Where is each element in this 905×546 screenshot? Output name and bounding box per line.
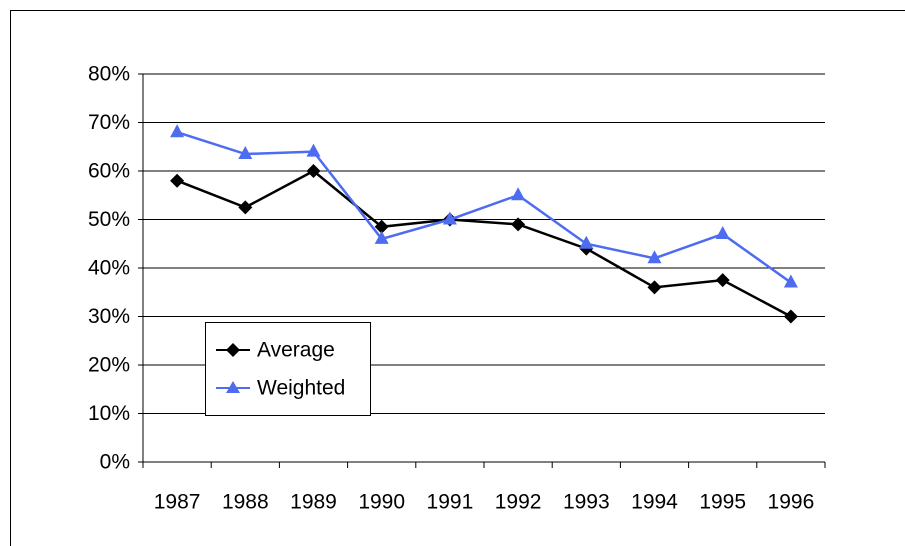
legend-label: Average (257, 339, 335, 362)
point (170, 124, 185, 138)
point (783, 309, 798, 324)
x-tick-label: 1987 (154, 491, 201, 514)
point (511, 187, 526, 201)
point (647, 250, 662, 264)
y-tick-label: 20% (88, 354, 130, 377)
legend-box (205, 322, 371, 416)
chart-frame (10, 10, 905, 546)
x-tick-label: 1993 (563, 491, 610, 514)
point (783, 274, 798, 288)
series-line (176, 131, 792, 284)
x-tick-label: 1991 (427, 491, 474, 514)
legend-marker (226, 381, 240, 393)
legend-label: Weighted (257, 377, 345, 400)
legend: Average Weighted (205, 322, 371, 416)
point (511, 217, 526, 232)
y-tick-label: 50% (88, 208, 130, 231)
point (442, 211, 457, 225)
y-tick-label: 80% (88, 63, 130, 86)
y-tick-label: 30% (88, 305, 130, 328)
x-tick-label: 1994 (631, 491, 678, 514)
y-tick-label: 40% (88, 257, 130, 280)
point (374, 219, 389, 234)
x-tick-label: 1996 (768, 491, 815, 514)
y-tick-label: 70% (88, 111, 130, 134)
x-tick-label: 1992 (495, 491, 542, 514)
x-tick-label: 1988 (222, 491, 269, 514)
point (579, 235, 594, 249)
y-tick-label: 0% (100, 451, 130, 474)
point (306, 164, 321, 178)
x-tick-label: 1989 (290, 491, 337, 514)
x-tick-label: 1995 (699, 491, 746, 514)
x-tick-label: 1990 (358, 491, 405, 514)
series-line (176, 169, 792, 318)
point (374, 230, 389, 244)
point (647, 280, 662, 295)
y-tick-label: 10% (88, 402, 130, 425)
point (170, 173, 185, 188)
legend-marker (226, 343, 240, 357)
point (238, 200, 253, 215)
point (238, 146, 253, 160)
point (715, 273, 730, 288)
y-tick-label: 60% (88, 160, 130, 183)
point (715, 226, 730, 240)
point (306, 143, 321, 157)
